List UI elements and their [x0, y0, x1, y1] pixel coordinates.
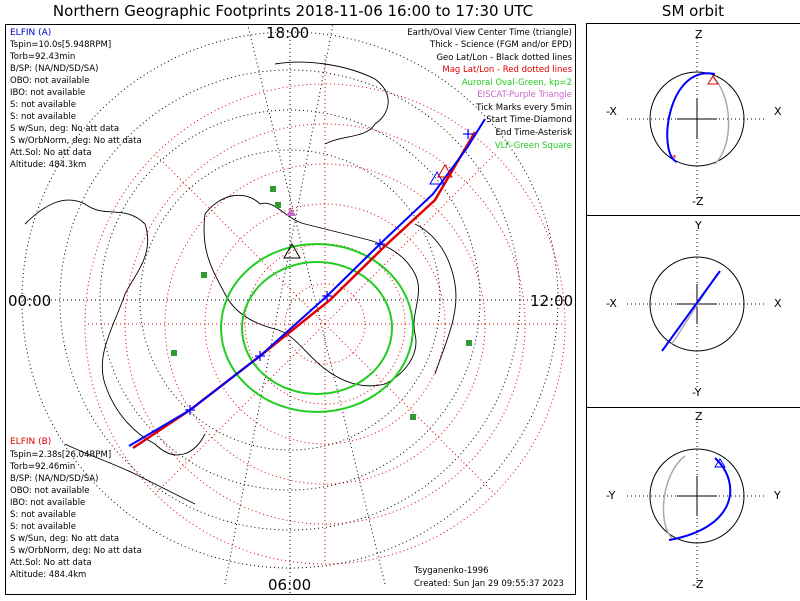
- panel2-axis-right: X: [774, 297, 782, 310]
- panel2-axis-top: Y: [695, 219, 702, 232]
- sm-orbit-panel-yz: [586, 407, 800, 600]
- svg-text:*: *: [672, 154, 677, 164]
- sm-orbit-panel-xz: *: [586, 23, 800, 215]
- elfin-b-line: S w/OrbNorm, deg: No att data: [10, 546, 142, 556]
- sm-orbit-plot-xy: [627, 230, 767, 394]
- elfin-a-track: [128, 118, 486, 447]
- footprint-map: [15, 24, 566, 595]
- elfin-b-line: S: not available: [10, 522, 76, 532]
- elfin-a-line: Altitude: 484.3km: [10, 160, 87, 170]
- elfin-b-line: IBO: not available: [10, 498, 86, 508]
- panel3-axis-bottom: -Z: [692, 578, 704, 591]
- panel2-axis-left: -X: [606, 297, 617, 310]
- elfin-b-line: Torb=92.46min: [10, 462, 76, 472]
- legend-item: Earth/Oval View Center Time (triangle): [407, 28, 572, 38]
- sm-orbit-panel-xy: [586, 215, 800, 407]
- elfin-a-line: Tspin=10.0s[5.948RPM]: [10, 40, 112, 50]
- panel3-axis-right: Y: [774, 489, 781, 502]
- elfin-a-label: ELFIN (A): [10, 28, 52, 38]
- hour-label-bottom: 06:00: [268, 576, 312, 594]
- elfin-a-line: OBO: not available: [10, 76, 90, 86]
- vlf-square: [171, 350, 177, 356]
- legend-item: Thick - Science (FGM and/or EPD): [429, 40, 572, 50]
- auroral-oval: [220, 243, 414, 413]
- geo-grid: [15, 24, 565, 595]
- elfin-b-track: [132, 131, 477, 450]
- sm-orbit-title: SM orbit: [661, 2, 725, 20]
- mag-grid: [84, 54, 566, 565]
- legend-item: VLF-Green Square: [494, 141, 572, 151]
- eiscat-triangle-outline: [283, 242, 301, 259]
- vlf-stations: [171, 186, 472, 420]
- panel1-axis-bottom: -Z: [692, 195, 704, 208]
- elfin-b-line: S w/Sun, deg: No att data: [10, 534, 120, 544]
- elfin-a-line: S: not available: [10, 100, 76, 110]
- elfin-a-line: S: not available: [10, 112, 76, 122]
- elfin-b-line: B/SP: (NA/ND/SD/SA): [10, 474, 99, 484]
- elfin-b-line: S: not available: [10, 510, 76, 520]
- legend-item: Tick Marks every 5min: [476, 103, 572, 113]
- legend-item: End Time-Asterisk: [495, 128, 572, 138]
- sm-orbit-plot-yz: [627, 422, 767, 588]
- panel3-axis-top: Z: [695, 410, 703, 423]
- sm-orbit-plot-xz: *: [627, 38, 767, 202]
- elfin-b-line: Tspin=2.38s[26.04RPM]: [10, 450, 112, 460]
- panel1-axis-left: -X: [606, 105, 617, 118]
- hour-label-left: 00:00: [8, 292, 52, 310]
- eiscat-triangle: [286, 208, 296, 216]
- legend-item: Geo Lat/Lon - Black dotted lines: [436, 53, 572, 63]
- coastlines: [24, 61, 457, 505]
- hour-label-top: 18:00: [266, 24, 310, 42]
- elfin-a-line: Att.Sol: No att data: [10, 148, 92, 158]
- legend-item: Auroral Oval-Green, kp=2: [461, 78, 572, 88]
- vlf-square: [275, 202, 281, 208]
- vlf-square: [270, 186, 276, 192]
- elfin-b-label: ELFIN (B): [10, 437, 52, 447]
- vlf-square: [201, 272, 207, 278]
- panel3-axis-left: -Y: [606, 489, 616, 502]
- panel2-axis-bottom: -Y: [692, 386, 702, 399]
- vlf-square: [410, 414, 416, 420]
- elfin-a-ticks: [185, 129, 473, 415]
- elfin-a-line: Torb=92.43min: [10, 52, 76, 62]
- elfin-b-line: Altitude: 484.4km: [10, 570, 87, 580]
- elfin-a-center-triangle: [429, 171, 445, 185]
- legend-item: Start Time-Diamond: [486, 115, 572, 125]
- hour-label-right: 12:00: [530, 292, 574, 310]
- elfin-a-line: S w/OrbNorm, deg: No att data: [10, 136, 142, 146]
- panel1-axis-top: Z: [695, 28, 703, 41]
- footprint-map-frame: [5, 24, 576, 595]
- credit-label: Tsyganenko-1996: [414, 566, 489, 576]
- legend-item: EISCAT-Purple Triangle: [477, 90, 572, 100]
- plot-title: Northern Geographic Footprints 2018-11-0…: [52, 2, 534, 20]
- vlf-square: [466, 340, 472, 346]
- elfin-a-line: IBO: not available: [10, 88, 86, 98]
- elfin-b-line: OBO: not available: [10, 486, 90, 496]
- elfin-b-line: Att.Sol: No att data: [10, 558, 92, 568]
- created-timestamp: Created: Sun Jan 29 09:55:37 2023: [414, 579, 564, 589]
- panel1-axis-right: X: [774, 105, 782, 118]
- legend-item: Mag Lat/Lon - Red dotted lines: [442, 65, 572, 75]
- elfin-b-center-triangle: [437, 164, 453, 178]
- elfin-a-line: S w/Sun, deg: No att data: [10, 124, 120, 134]
- elfin-a-line: B/SP: (NA/ND/SD/SA): [10, 64, 99, 74]
